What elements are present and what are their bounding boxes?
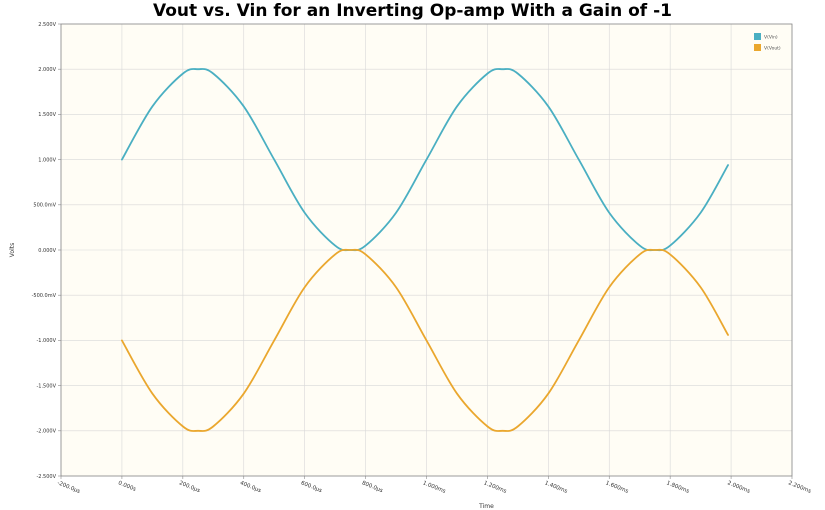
chart-title: Vout vs. Vin for an Inverting Op-amp Wit… bbox=[153, 1, 672, 21]
x-tick-label: 1.600ms bbox=[605, 480, 630, 495]
y-tick-label: -2.000V bbox=[36, 429, 56, 435]
y-tick-label: 2.000V bbox=[38, 67, 56, 73]
series-line-v-vin bbox=[121, 68, 729, 252]
x-tick-label: 1.000ms bbox=[422, 480, 447, 495]
legend-label-v-vin: V(Vin) bbox=[764, 35, 778, 41]
x-tick-label: 2.000ms bbox=[726, 480, 751, 495]
y-tick-label: -1.000V bbox=[36, 338, 56, 344]
y-tick-label: -1.500V bbox=[36, 383, 56, 389]
series-line-v-vout bbox=[121, 248, 729, 432]
y-tick-label: -2.500V bbox=[36, 474, 56, 480]
x-tick-label: 2.200ms bbox=[787, 480, 812, 495]
x-tick-label: 200.0µs bbox=[178, 480, 201, 494]
x-tick-label: 1.400ms bbox=[544, 480, 569, 495]
x-axis-label: Time bbox=[478, 503, 494, 510]
legend-swatch-v-vin bbox=[754, 33, 761, 40]
series-lines bbox=[121, 68, 729, 432]
y-tick-label: 2.500V bbox=[38, 22, 56, 28]
y-tick-label: 0.000V bbox=[38, 248, 56, 254]
x-tick-labels: -200.0µs 0.000s 200.0µs 400.0µs 600.0µs 800.0… bbox=[56, 476, 812, 495]
x-tick-label: 1.200ms bbox=[483, 480, 508, 495]
legend-swatch-v-vout bbox=[754, 44, 761, 51]
x-tick-label: 800.0µs bbox=[361, 480, 384, 494]
y-tick-label: -500.0mV bbox=[32, 293, 57, 299]
x-tick-label: 1.800ms bbox=[665, 480, 690, 495]
legend: V(Vin) V(Vout) bbox=[754, 33, 781, 52]
y-tick-label: 1.000V bbox=[38, 157, 56, 163]
legend-label-v-vout: V(Vout) bbox=[764, 46, 781, 52]
x-tick-label: -200.0µs bbox=[56, 480, 81, 495]
y-tick-label: 1.500V bbox=[38, 112, 56, 118]
y-tick-label: 500.0mV bbox=[33, 203, 56, 209]
x-tick-label: 400.0µs bbox=[239, 480, 262, 494]
x-tick-label: 0.000s bbox=[117, 480, 137, 493]
x-tick-label: 600.0µs bbox=[300, 480, 323, 494]
y-axis-label: Volts bbox=[9, 243, 16, 257]
y-tick-labels: -2.500V -2.000V -1.500V -1.000V -500.0mV 0.00… bbox=[32, 22, 61, 480]
